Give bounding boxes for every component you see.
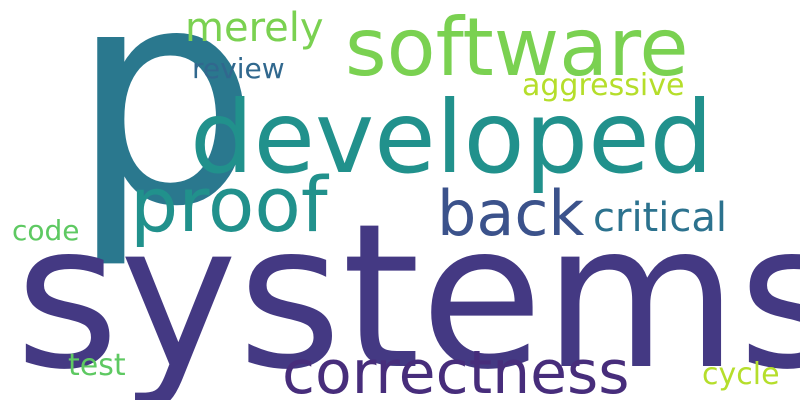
word-merely: merely	[185, 5, 324, 51]
word-proof: proof	[130, 160, 328, 249]
word-p: p	[70, 0, 261, 272]
word-aggressive: aggressive	[522, 68, 685, 103]
word-correctness: correctness	[282, 338, 630, 400]
word-test: test	[68, 348, 126, 383]
word-review: review	[192, 52, 285, 85]
word-cycle: cycle	[702, 357, 780, 392]
word-critical: critical	[593, 195, 727, 241]
word-code: code	[12, 214, 80, 247]
word-systems: systems	[15, 181, 800, 400]
word-back: back	[437, 177, 585, 250]
word-software: software	[345, 1, 689, 94]
word-developed: developed	[190, 79, 714, 196]
